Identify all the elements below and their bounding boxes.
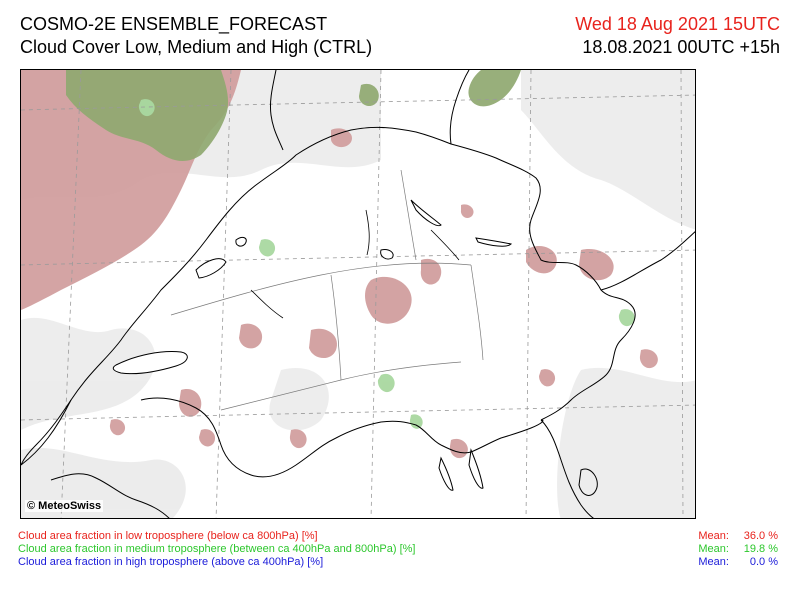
mean-low-label: Mean: bbox=[698, 530, 729, 542]
legend-high: Cloud area fraction in high troposphere … bbox=[18, 556, 324, 568]
regional-boundaries bbox=[170, 169, 484, 411]
legend: Cloud area fraction in low troposphere (… bbox=[18, 530, 415, 569]
legend-medium: Cloud area fraction in medium tropospher… bbox=[18, 543, 416, 555]
mean-high-row: Mean: 0.0 % bbox=[689, 556, 778, 569]
mean-high-label: Mean: bbox=[698, 556, 729, 568]
map-subtitle: Cloud Cover Low, Medium and High (CTRL) bbox=[20, 37, 373, 57]
coastline bbox=[50, 468, 598, 518]
mean-medium-row: Mean: 19.8 % bbox=[689, 543, 778, 556]
means-block: Mean: 36.0 % Mean: 19.8 % Mean: 0.0 % bbox=[689, 530, 778, 569]
map-title: COSMO-2E ENSEMBLE_FORECAST bbox=[20, 14, 328, 34]
mean-medium-value: 19.8 % bbox=[743, 543, 778, 555]
copyright-label: © MeteoSwiss bbox=[25, 500, 104, 512]
lat-lon-grid bbox=[21, 70, 695, 518]
legend-low: Cloud area fraction in low troposphere (… bbox=[18, 530, 318, 542]
medium-cloud-specks bbox=[138, 99, 635, 429]
mean-high-value: 0.0 % bbox=[749, 556, 778, 568]
mean-low-row: Mean: 36.0 % bbox=[689, 530, 778, 543]
lakes bbox=[112, 199, 513, 491]
map-panel: © MeteoSwiss bbox=[20, 69, 696, 519]
rivers bbox=[250, 209, 460, 319]
country-borders bbox=[21, 70, 695, 518]
cloud-cover-map bbox=[21, 70, 695, 518]
run-time: 18.08.2021 00UTC +15h bbox=[582, 37, 780, 57]
mean-medium-label: Mean: bbox=[698, 543, 729, 555]
mean-low-value: 36.0 % bbox=[743, 530, 778, 542]
valid-time: Wed 18 Aug 2021 15UTC bbox=[575, 14, 780, 34]
